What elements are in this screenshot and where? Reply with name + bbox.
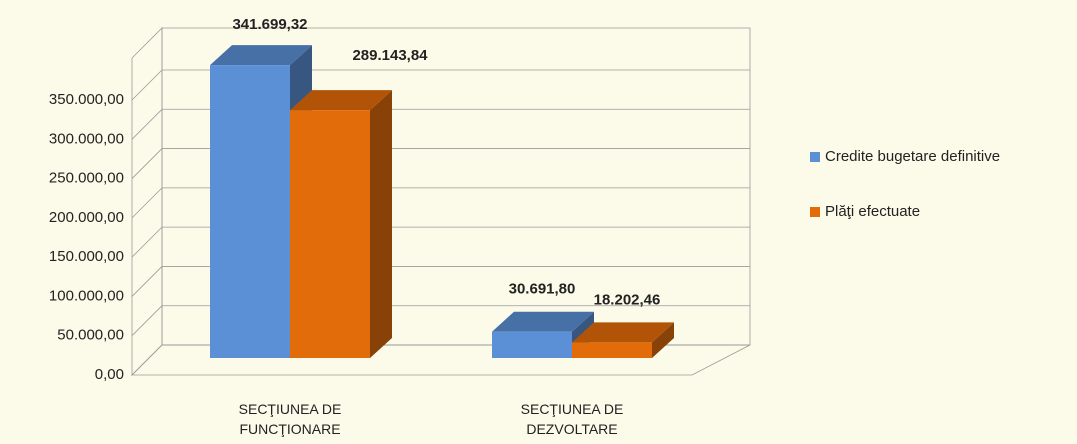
data-label: 18.202,46 <box>594 291 661 308</box>
data-label: 289.143,84 <box>352 47 428 64</box>
grid-line-side <box>131 148 163 179</box>
bar-front <box>492 331 572 358</box>
bar-top <box>492 311 594 332</box>
y-tick-label: 50.000,00 <box>57 327 124 344</box>
y-tick-label: 150.000,00 <box>49 248 124 265</box>
bar-top <box>572 322 674 343</box>
y-tick-label: 300.000,00 <box>49 130 124 147</box>
y-tick-label: 350.000,00 <box>49 91 124 108</box>
side-wall <box>131 27 163 376</box>
grid-line-side <box>131 344 163 376</box>
data-label: 30.691,80 <box>509 281 576 298</box>
grid-line-side <box>131 187 163 219</box>
legend-label: Plăţi efectuate <box>825 203 920 220</box>
y-tick-label: 100.000,00 <box>49 287 124 304</box>
data-label: 341.699,32 <box>232 16 307 33</box>
bar-front <box>572 342 652 358</box>
grid-line-side <box>131 305 163 336</box>
bar-top <box>290 90 392 111</box>
bar-front <box>210 65 290 358</box>
bar-front <box>290 110 370 359</box>
bar-side <box>370 90 392 359</box>
x-tick-label: SECŢIUNEA DE FUNCŢIONARE <box>238 401 342 437</box>
grid-line-side <box>131 226 163 258</box>
y-tick-label: 200.000,00 <box>49 209 124 226</box>
bar <box>572 322 674 358</box>
x-tick-label: SECŢIUNEA DE DEZVOLTARE <box>520 401 624 437</box>
grid-line-side <box>131 266 163 297</box>
legend-label: Credite bugetare definitive <box>825 148 1000 165</box>
grid-line-side <box>131 109 163 140</box>
bar-side <box>652 322 674 358</box>
y-tick-label: 250.000,00 <box>49 170 124 187</box>
legend-swatch <box>810 152 820 162</box>
bar <box>290 90 392 359</box>
legend-swatch <box>810 207 820 217</box>
grid-line-side <box>131 69 163 101</box>
bar-top <box>210 45 312 66</box>
y-tick-label: 0,00 <box>95 366 124 383</box>
